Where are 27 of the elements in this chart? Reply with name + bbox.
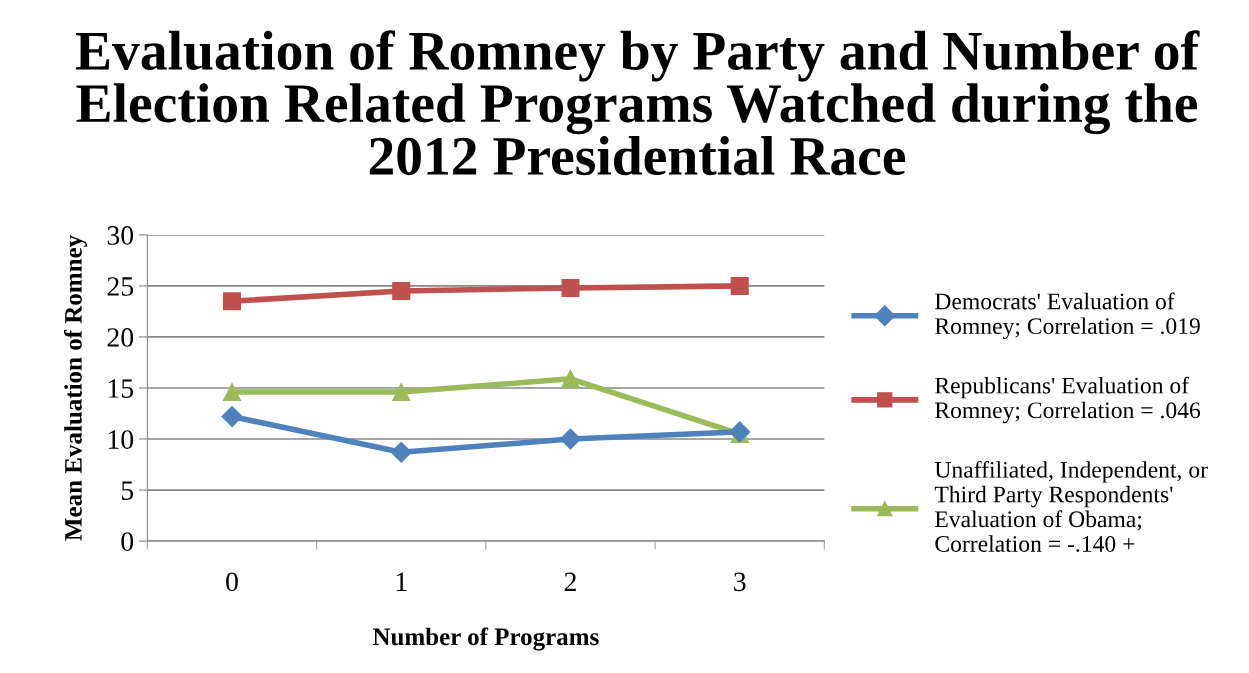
y-tick-label: 0 — [121, 532, 134, 551]
x-axis-title: Number of Programs — [372, 627, 599, 651]
point — [730, 276, 749, 295]
point — [559, 428, 581, 450]
point — [221, 406, 243, 428]
y-tick-label: 25 — [107, 277, 134, 296]
point — [390, 441, 412, 463]
point — [561, 369, 580, 388]
point — [392, 281, 411, 301]
point — [392, 383, 411, 402]
x-tick-label: 2 — [564, 572, 576, 591]
y-tick-label: 10 — [108, 430, 134, 449]
legend-label: Republicans' Evaluation of Romney; Correlation = .046 — [935, 376, 1201, 424]
y-axis-title: Mean Evaluation of Romney — [63, 235, 87, 541]
legend-label: Unaffiliated, Independent, or Third Party Respondents' Evaluation of Obama; Correlation = -.140 + — [934, 460, 1208, 552]
y-tick-label: 30 — [107, 226, 134, 245]
chart-title: Evaluation of Romney by Party and Number of Election Related Programs Watched during the 2012 Presidential Race — [75, 30, 1200, 176]
x-tick-label: 0 — [226, 572, 238, 592]
y-tick-label: 20 — [107, 328, 134, 347]
point — [222, 292, 242, 311]
y-tick-label: 5 — [121, 481, 134, 500]
y-tick-label: 15 — [108, 379, 134, 398]
point — [222, 383, 242, 402]
x-tick-label: 3 — [734, 572, 746, 592]
x-tick-label: 1 — [396, 572, 407, 591]
point — [561, 278, 580, 297]
legend-label: Democrats' Evaluation of Romney; Correlation = .019 — [935, 292, 1200, 339]
